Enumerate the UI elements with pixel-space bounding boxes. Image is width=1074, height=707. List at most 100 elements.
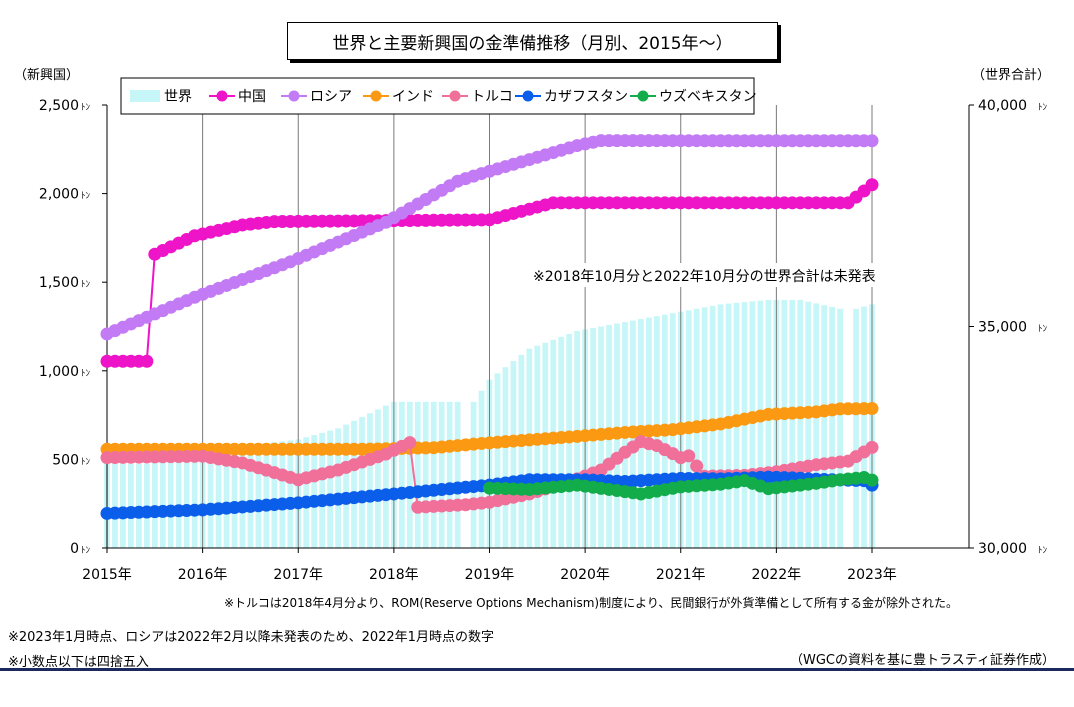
x-tick-label: 2017年 [273,567,323,583]
source-note: （WGCの資料を基に豊トラスティ証券作成） [790,653,1055,668]
x-tick-label: 2016年 [178,567,228,583]
legend-label: ロシア [310,89,352,105]
y-right-tick-label: 30,000 [978,541,1027,557]
y-left-unit: ﾄﾝ [81,546,91,556]
world-bar [414,401,421,548]
world-bar [853,308,859,548]
x-tick-label: 2018年 [369,567,419,583]
data-point [140,354,154,368]
y-left-tick-label: 2,500 [39,98,79,114]
world-bar [223,448,230,548]
x-ticks: 2015年 2016年 2017年 2018年 2019年 2020年 2021年 2022年… [82,548,897,583]
rounding-note: ※小数点以下は四捨五入 [8,655,149,670]
world-bar [398,401,405,548]
world-bar [542,342,549,548]
y-left-unit: ﾄﾝ [81,457,91,467]
world-bar [151,450,158,548]
world-bar [215,450,222,548]
world-bar [438,401,445,548]
data-point [865,402,879,416]
world-bar [789,299,796,548]
series-中国 [100,178,879,368]
world-bar [837,308,843,548]
y-right-unit: ﾄﾝ [1038,546,1048,556]
world-bar [502,367,509,548]
legend-label: 中国 [238,89,266,105]
world-bar [494,373,501,548]
bottom-rule [0,668,1074,671]
y-right-tick-label: 40,000 [978,98,1027,114]
data-point [682,449,696,463]
world-bar [311,435,318,548]
series-ウズベキスタン [483,470,879,501]
legend-marker [449,90,461,102]
world-bar [319,432,326,548]
data-point [865,178,879,192]
world-bar [765,299,772,548]
world-bar [191,452,198,548]
world-bar [797,299,804,548]
legend-marker [288,90,300,102]
world-bar [112,463,118,548]
world-bar [510,361,517,548]
world-bar [422,401,429,548]
world-bar [263,443,270,548]
y-left-unit: ﾄﾝ [81,280,91,290]
world-bar [255,444,262,548]
world-bar [470,401,477,548]
world-bar [327,430,333,548]
world-bar [781,299,788,548]
x-tick-label: 2020年 [560,567,610,583]
y-left-unit: ﾄﾝ [81,192,91,202]
world-bar [128,463,134,548]
x-tick-label: 2021年 [656,567,706,583]
world-bar [375,409,381,548]
world-bar [518,354,525,548]
data-point [865,473,879,487]
world-bar [231,447,238,548]
world-bar [271,442,278,548]
data-point [865,134,879,148]
y-right-unit: ﾄﾝ [1038,103,1048,113]
world-bar [749,301,756,548]
world-annotation: ※2018年10月分と2022年10月分の世界合計は未発表 [533,269,876,285]
world-bar [813,303,820,548]
y-left-tick-label: 2,000 [39,187,79,203]
world-bar [446,401,453,548]
y-left-unit: ﾄﾝ [81,103,91,113]
y-right-unit: ﾄﾝ [1038,325,1048,335]
world-bar [757,300,764,548]
x-tick-label: 2022年 [752,567,802,583]
y-left-unit: ﾄﾝ [81,369,91,379]
legend-label: カザフスタン [544,89,628,105]
left-axis-label: （新興国） [14,67,79,83]
data-point [690,459,704,473]
chart-title: 世界と主要新興国の金準備推移（月別、2015年～） [287,22,778,60]
y-left-tick-label: 1,500 [39,275,79,291]
y-left-tick-label: 500 [52,452,79,468]
legend-marker [370,90,382,102]
world-bar [861,306,867,548]
legend-label: ウズベキスタン [659,89,757,105]
series-lines [100,134,879,520]
world-bar [454,401,461,548]
y-left-tick-label: 1,000 [39,364,79,380]
legend-label: トルコ [471,89,513,105]
legend-marker [522,90,534,102]
world-bar [167,451,174,548]
legend: 世界 中国 ロシア インド トルコ カザフスタン ウズベキスタン [120,77,757,115]
world-bar [287,440,294,548]
legend-swatch [130,90,160,102]
series-ロシア [100,134,879,341]
world-bar [406,401,413,548]
russia-note: ※2023年1月時点、ロシアは2022年2月以降未発表のため、2022年1月時点… [8,630,494,645]
world-bar [343,424,349,548]
y-right-tick-label: 35,000 [978,320,1027,336]
world-bar [821,305,828,548]
world-bar [120,463,126,548]
right-axis-label: （世界合計） [972,67,1050,83]
y-left-tick-label: 0 [70,541,79,557]
world-bar [239,446,246,548]
world-bar [526,348,533,548]
